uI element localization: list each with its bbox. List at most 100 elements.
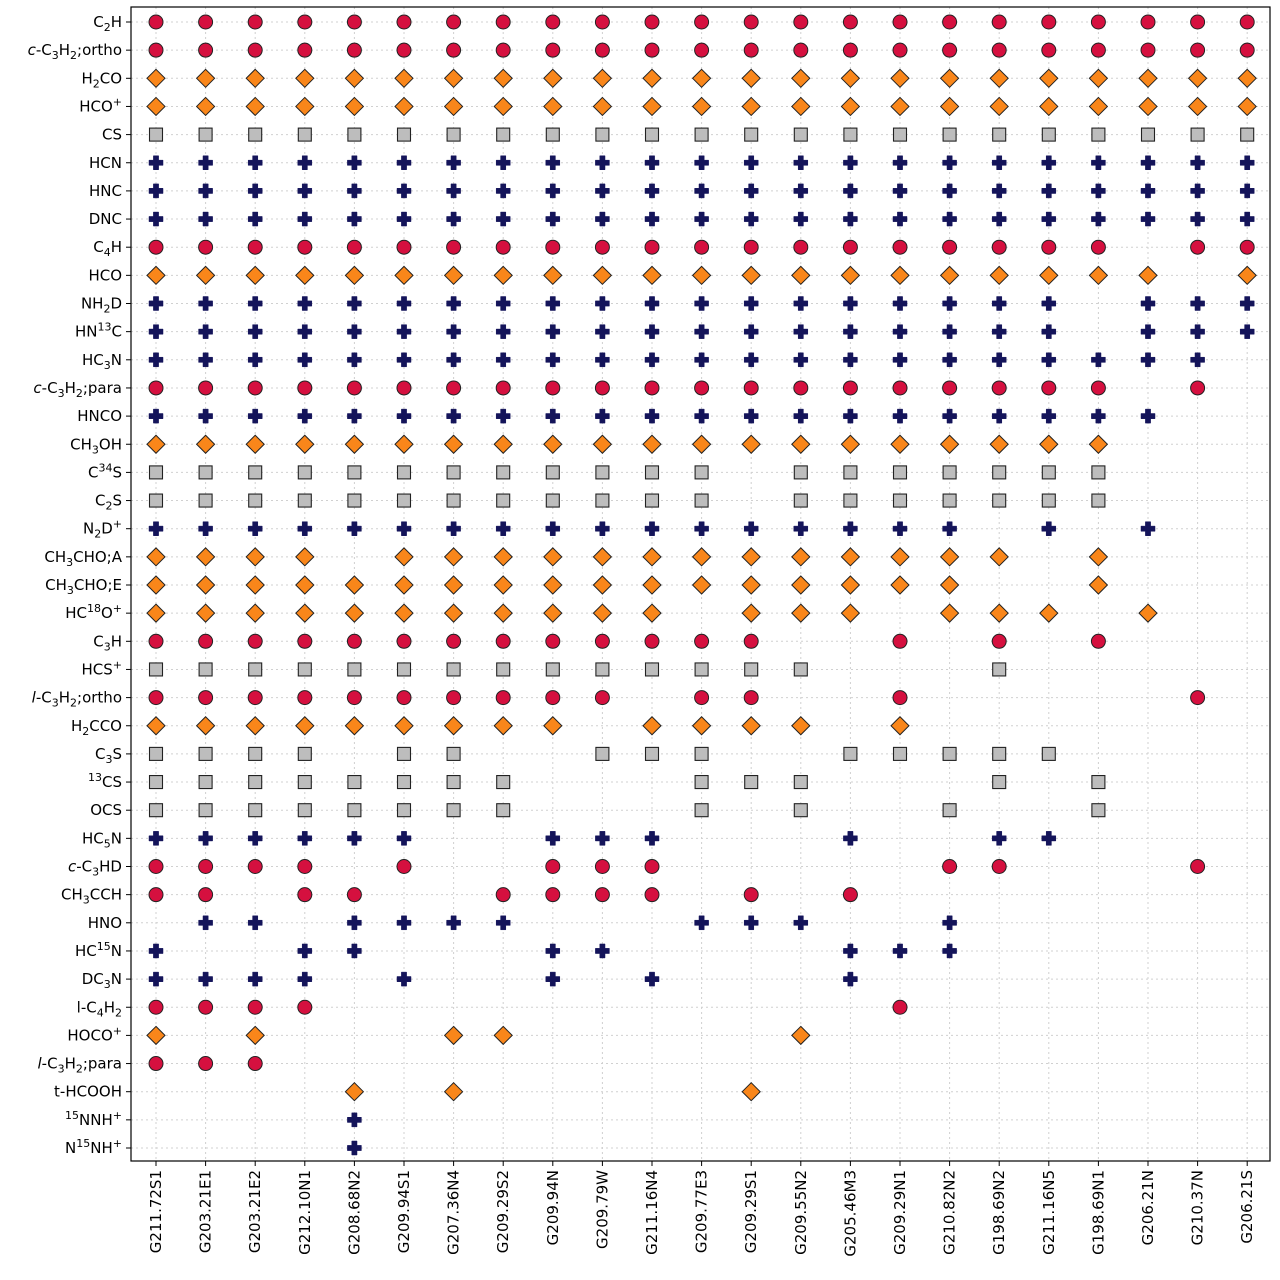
marker-diamond-r20-c8	[543, 575, 563, 595]
y-tick-label-31: CH3CCH	[61, 886, 122, 907]
marker-circle-r31-c3	[297, 887, 313, 903]
marker-diamond-r20-c5	[394, 575, 414, 595]
marker-plus-r10-c10	[644, 296, 660, 311]
marker-circle-r1-c4	[346, 42, 362, 58]
marker-plus-r11-c9	[595, 324, 610, 339]
marker-plus-r18-c18	[1041, 521, 1057, 536]
x-tick-label-15: G209.29N1	[891, 1170, 909, 1255]
marker-plus-r12-c11	[694, 352, 709, 368]
marker-square-r27-c13	[793, 774, 808, 790]
marker-circle-r8-c12	[743, 239, 759, 255]
marker-diamond-r15-c0	[146, 434, 166, 454]
marker-diamond-r15-c13	[791, 434, 811, 454]
marker-plus-r12-c21	[1190, 352, 1205, 368]
marker-circle-r13-c10	[644, 380, 660, 396]
marker-plus-r33-c3	[297, 943, 313, 959]
marker-circle-r8-c15	[892, 239, 908, 255]
marker-plus-r10-c2	[247, 296, 263, 311]
x-tick-label-17: G198.69N2	[990, 1170, 1008, 1255]
marker-plus-r14-c16	[942, 408, 957, 424]
marker-diamond-r3-c11	[691, 96, 712, 117]
marker-diamond-r19-c7	[493, 547, 513, 567]
marker-square-r4-c6	[446, 127, 461, 142]
marker-plus-r18-c15	[892, 521, 908, 536]
marker-diamond-r21-c4	[344, 603, 365, 623]
marker-circle-r0-c22	[1239, 14, 1255, 30]
marker-plus-r34-c2	[247, 971, 263, 987]
marker-circle-r1-c14	[842, 42, 858, 58]
marker-plus-r7-c19	[1091, 211, 1106, 227]
marker-diamond-r9-c3	[295, 265, 315, 286]
marker-plus-r18-c2	[247, 521, 263, 536]
marker-plus-r6-c8	[545, 183, 561, 199]
marker-diamond-r2-c21	[1187, 68, 1208, 89]
marker-circle-r22-c19	[1090, 633, 1106, 649]
y-tick-label-20: CH3CHO;E	[45, 576, 122, 597]
marker-circle-r22-c17	[991, 633, 1007, 649]
y-tick-label-26: C3S	[95, 745, 122, 766]
marker-diamond-r9-c11	[691, 265, 712, 286]
marker-square-r27-c12	[744, 774, 759, 790]
marker-plus-r33-c8	[545, 943, 561, 959]
marker-circle-r24-c1	[198, 690, 214, 706]
marker-circle-r13-c2	[247, 380, 263, 396]
marker-plus-r12-c6	[446, 352, 461, 368]
marker-diamond-r21-c6	[443, 603, 464, 623]
marker-diamond-r21-c1	[195, 603, 216, 623]
marker-diamond-r2-c22	[1237, 68, 1257, 89]
x-tick-label-21: G210.37N	[1189, 1170, 1207, 1245]
marker-plus-r32-c2	[247, 915, 263, 931]
marker-diamond-r9-c18	[1039, 265, 1059, 286]
marker-diamond-r15-c9	[592, 434, 613, 454]
marker-circle-r8-c5	[396, 239, 412, 255]
marker-square-r28-c13	[793, 803, 808, 818]
marker-plus-r18-c10	[644, 521, 660, 536]
marker-circle-r31-c7	[495, 887, 511, 903]
marker-diamond-r2-c1	[195, 68, 216, 89]
marker-plus-r12-c2	[247, 352, 263, 368]
marker-diamond-r19-c1	[195, 547, 216, 567]
marker-circle-r13-c14	[842, 380, 858, 396]
x-tick-label-14: G205.46M3	[841, 1170, 859, 1257]
y-tick-label-39: 15NNH+	[65, 1109, 122, 1129]
marker-plus-r5-c2	[247, 155, 263, 170]
marker-circle-r24-c11	[694, 690, 710, 706]
marker-diamond-r15-c10	[642, 434, 662, 454]
marker-circle-r1-c16	[942, 42, 958, 58]
marker-square-r23-c10	[644, 662, 660, 677]
y-tick-label-30: c-C3HD	[68, 858, 122, 879]
y-tick-label-40: N15NH+	[65, 1137, 122, 1157]
marker-diamond-r20-c6	[443, 575, 464, 595]
y-tick-label-10: NH2D	[81, 295, 122, 316]
marker-square-r28-c5	[396, 803, 412, 818]
marker-circle-r1-c13	[793, 42, 809, 58]
marker-plus-r29-c1	[198, 831, 213, 846]
marker-square-r16-c9	[595, 465, 610, 480]
marker-plus-r7-c3	[297, 211, 313, 227]
marker-circle-r13-c17	[991, 380, 1007, 396]
marker-diamond-r9-c10	[642, 265, 662, 286]
marker-square-r17-c11	[694, 493, 709, 508]
marker-circle-r8-c21	[1190, 239, 1206, 255]
marker-plus-r11-c22	[1239, 324, 1255, 339]
marker-circle-r35-c0	[148, 999, 164, 1015]
marker-diamond-r15-c18	[1039, 434, 1059, 454]
marker-diamond-r20-c11	[691, 575, 712, 595]
marker-square-r27-c3	[297, 774, 312, 790]
marker-diamond-r9-c17	[989, 265, 1009, 286]
marker-square-r17-c5	[396, 493, 412, 508]
marker-diamond-r2-c9	[592, 68, 613, 89]
marker-plus-r5-c4	[347, 155, 362, 170]
marker-plus-r6-c9	[595, 183, 610, 199]
marker-plus-r32-c12	[743, 915, 759, 931]
x-tick-label-6: G207.36N4	[445, 1170, 463, 1255]
marker-diamond-r19-c9	[592, 547, 613, 567]
marker-square-r23-c1	[198, 662, 213, 677]
marker-square-r26-c1	[198, 746, 213, 761]
marker-plus-r6-c21	[1190, 183, 1205, 199]
marker-plus-r14-c1	[198, 408, 213, 424]
marker-plus-r18-c14	[843, 521, 858, 536]
marker-circle-r24-c5	[396, 690, 412, 706]
marker-diamond-r20-c14	[840, 575, 861, 595]
